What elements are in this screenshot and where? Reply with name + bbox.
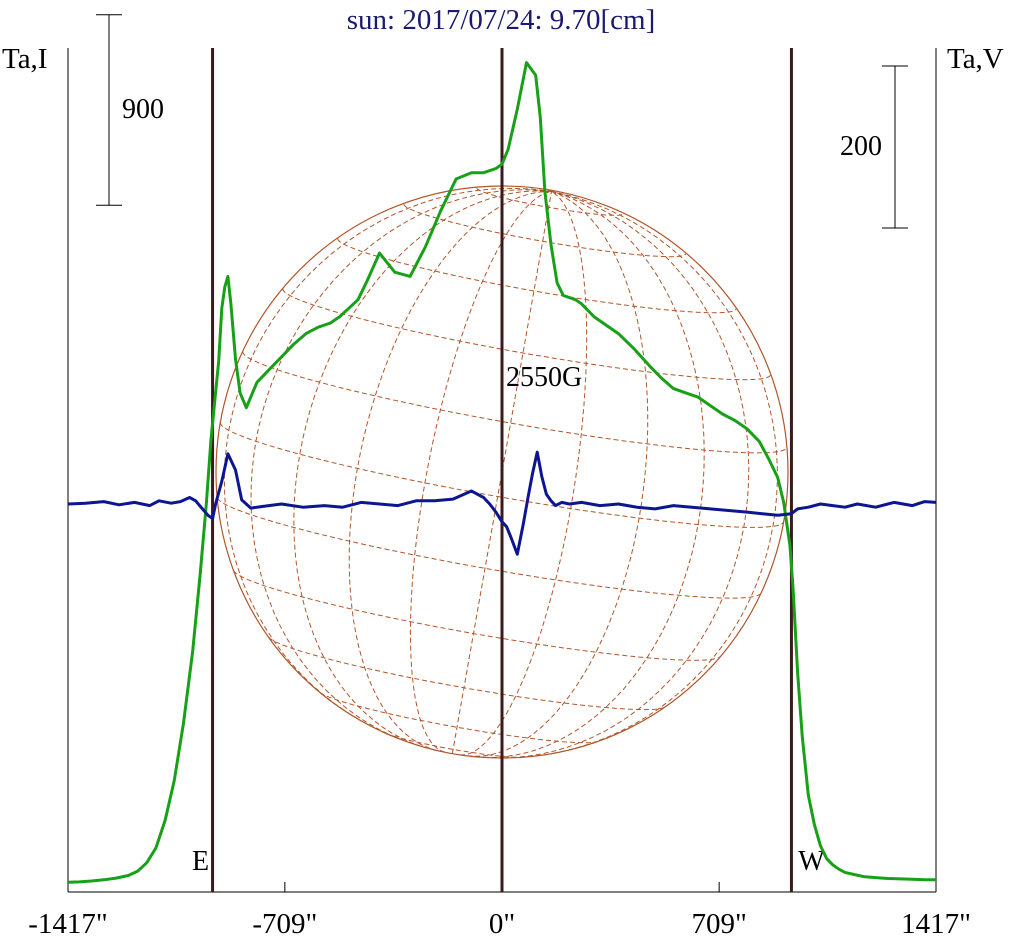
longitude-line xyxy=(250,189,552,741)
left-scale-bar-label: 900 xyxy=(122,94,164,125)
latitude-line xyxy=(216,497,761,599)
longitude-line xyxy=(409,190,552,753)
longitude-line xyxy=(503,190,750,759)
latitude-line xyxy=(319,691,599,744)
x-tick-label: -709" xyxy=(252,908,317,940)
left-axis-label: Ta,I xyxy=(2,43,47,75)
longitude-line xyxy=(483,190,705,758)
longitude-line xyxy=(459,190,588,756)
magnetic-field-annotation: 2550G xyxy=(506,362,582,393)
latitude-line xyxy=(385,732,522,758)
right-scale-bar-label: 200 xyxy=(840,131,882,162)
right-axis-label: Ta,V xyxy=(947,43,1004,75)
solar-disk-grid xyxy=(215,185,789,759)
longitude-line xyxy=(293,190,552,747)
latitude-line xyxy=(337,238,737,314)
longitude-line xyxy=(451,191,552,754)
latitude-line xyxy=(282,288,772,381)
x-tick-label: 1417" xyxy=(901,908,971,940)
stokes-i-line xyxy=(67,61,936,884)
x-tick-label: 709" xyxy=(691,908,746,940)
longitude-line xyxy=(348,190,552,752)
longitude-line xyxy=(551,190,778,754)
stokes-v-line xyxy=(67,450,937,556)
chart-title: sun: 2017/07/24: 9.70[cm] xyxy=(347,4,656,36)
limb-marker-label: E xyxy=(192,846,209,877)
longitude-line xyxy=(467,190,649,757)
x-tick-label: 0" xyxy=(489,908,515,940)
longitude-line xyxy=(223,187,552,720)
x-tick-label: -1417" xyxy=(28,908,108,940)
limb-marker-label: W xyxy=(798,846,825,877)
